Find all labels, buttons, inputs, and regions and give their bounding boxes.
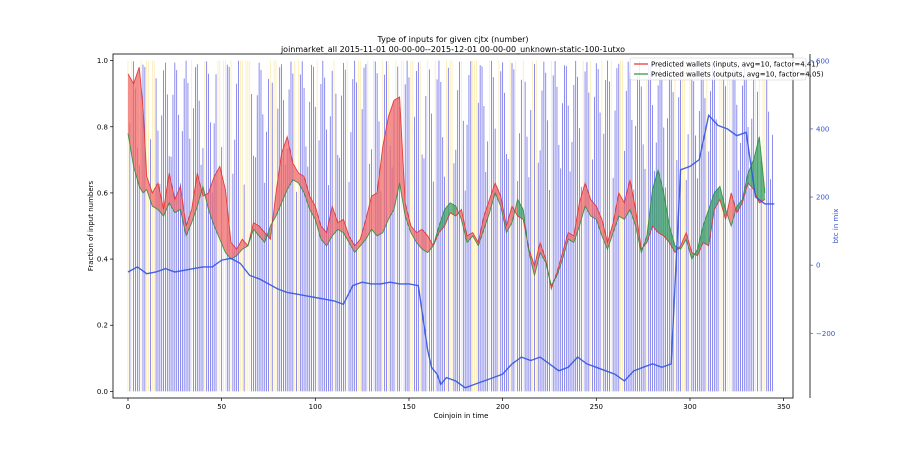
fill-segment [703,209,709,246]
fill-segment [618,192,625,220]
fill-segment [186,209,192,236]
fill-segment [236,239,243,256]
fill-segment [624,179,631,220]
y-left-tick-label: 1.0 [97,57,108,65]
y-left-tick-label: 0.6 [97,189,109,197]
fill-segment [127,73,134,167]
fill-segment [422,229,428,253]
fill-segment [287,136,293,190]
fill-segment [298,173,305,193]
fill-segment [382,116,389,233]
y-right-axis-label: btc in mix [832,209,840,244]
fill-segment [483,199,490,230]
fill-segment [517,199,524,220]
fill-segment [365,196,372,240]
fill-segment [326,206,333,246]
fill-segment [146,176,153,207]
fill-segment [315,206,321,240]
chart-title: Type of inputs for given cjtx (number) [376,35,528,44]
fill-segment [579,183,586,226]
fill-segment [669,226,675,253]
fill-segment [337,219,344,233]
fill-segment [208,176,215,226]
x-tick-label: 200 [496,403,509,411]
fill-segment [534,242,541,276]
fill-segment [304,176,310,210]
y-right-tick-label: 400 [816,125,829,133]
y-left-tick-label: 0.2 [97,322,108,330]
fill-segment [343,219,350,243]
x-tick-label: 350 [777,403,790,411]
x-tick-label: 50 [217,403,226,411]
y-right-tick-label: 0 [816,262,820,270]
fill-segment [231,242,237,260]
fill-segment [495,183,501,207]
fill-segment [174,186,181,213]
fill-segment [309,196,316,220]
x-axis-label: Coinjoin in time [434,412,489,420]
fill-segment [748,159,754,190]
fill-segment [197,173,203,207]
fill-segment [489,183,496,213]
series-line-0 [127,67,766,291]
fill-segment [332,206,338,236]
fill-segment [169,173,175,213]
y-right-tick-label: 600 [816,57,829,65]
x-tick-label: 100 [309,403,322,411]
fill-segment [275,153,282,217]
fill-segment [253,222,260,236]
y-left-ticks: 0.0 0.2 0.4 0.6 0.8 1.0 [97,57,113,396]
fill-segment [371,192,378,236]
fill-segment [596,206,602,236]
fill-segment [444,202,451,226]
fill-segment [719,186,726,220]
fill-segment [393,97,400,210]
fill-segment [191,173,198,223]
fill-segment [753,136,760,203]
chart-subtitle: joinmarket_all 2015-11-01 00-00-00--2015… [280,45,625,54]
fill-segment [562,232,569,260]
legend: Predicted wallets (inputs, avg=10, facto… [629,57,824,81]
y-left-axis-label: Fraction of input numbers [87,180,95,271]
fill-segment [450,202,456,217]
fill-segment [714,186,720,210]
fill-segment [354,239,361,253]
fill-segment [259,226,265,243]
fill-segment [152,183,158,210]
fill-segment [377,146,383,236]
fill-segment [133,67,140,187]
y-right-tick-label: −200 [816,330,835,338]
fill-segment [630,179,636,226]
y-left-tick-label: 0.0 [97,388,108,396]
fill-segment [658,169,664,236]
legend-label-inputs: Predicted wallets (inputs, avg=10, facto… [651,61,819,69]
fill-segment [438,209,445,233]
fill-segment [214,166,220,240]
fill-segment [427,235,434,253]
y-right-ticks: −200 0 200 400 600 [810,57,835,338]
y-left-tick-label: 0.8 [97,123,108,131]
plot-frame [112,53,794,399]
series-lines [127,67,775,389]
fill-segment [410,226,417,243]
x-tick-label: 0 [126,403,130,411]
fill-segment [219,166,226,253]
legend-label-outputs: Predicted wallets (outputs, avg=10, fact… [651,71,824,79]
y-right-tick-label: 200 [816,194,829,202]
fill-segment [731,192,737,226]
fill-segment [349,235,355,253]
fill-segment [292,163,299,183]
fill-segment [388,100,394,220]
y-left-tick-label: 0.4 [97,256,109,264]
series-line-2 [127,113,775,389]
x-tick-label: 150 [402,403,415,411]
x-tick-label: 250 [590,403,603,411]
x-axis-ticks: 0 50 100 150 200 250 300 350 [126,398,790,411]
fill-segment [663,192,670,243]
background-bars [127,60,773,392]
x-tick-label: 300 [683,403,696,411]
fill-segment [281,136,288,203]
